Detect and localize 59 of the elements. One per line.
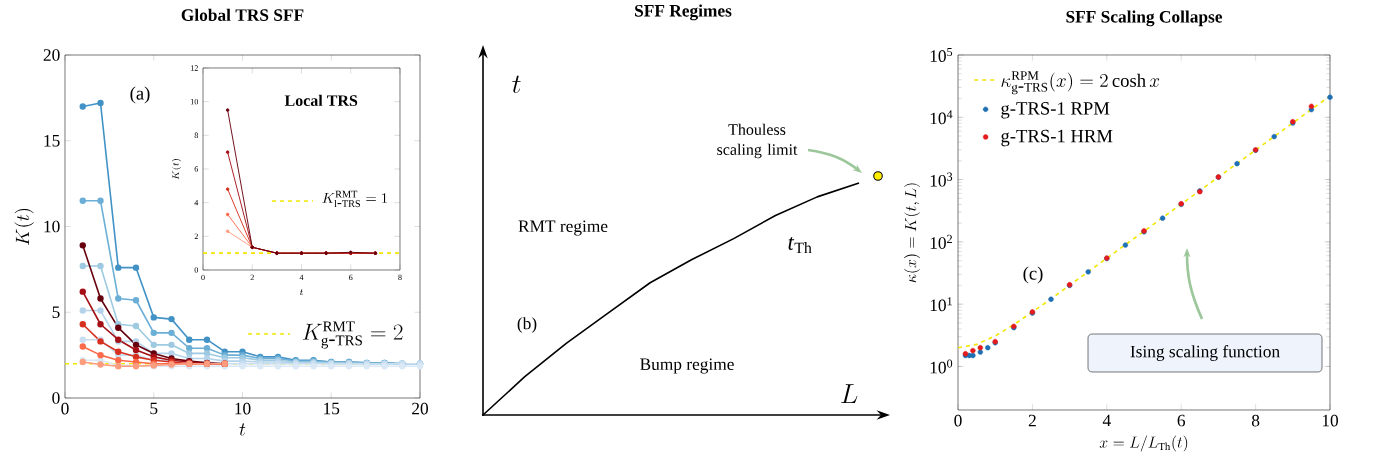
annotation: RMT regime <box>518 220 608 236</box>
x-tick-label: 4 <box>299 274 304 280</box>
x-axis-title: $L$ <box>841 384 858 404</box>
chart-title: SFF Scaling Collapse <box>1066 10 1223 27</box>
y-tick-label: 0 <box>52 392 60 404</box>
x-tick-label: 2 <box>250 274 254 281</box>
x-axis-title: $t$ <box>299 289 304 296</box>
text: Local TRS <box>284 94 358 107</box>
y-axis-title: $t$ <box>512 75 521 94</box>
y-tick-label: 8 <box>194 132 198 139</box>
y-tick-label: 10$^{2}$ <box>930 234 952 249</box>
x-tick-label: 15 <box>324 402 340 415</box>
y-tick-label: 10 <box>44 220 60 233</box>
y-tick-label: 15 <box>44 134 60 147</box>
legend-label: $\kappa^{\mathrm{RPM}}_{\mathrm{g\mbox{-}TRS}}(x) = 2\cosh x$ <box>1001 71 1160 95</box>
y-tick-label: 6 <box>194 166 199 172</box>
chart-title: SFF Regimes <box>635 4 732 21</box>
y-tick-label: 10$^{0}$ <box>930 359 953 374</box>
x-tick-label: 20 <box>412 402 429 415</box>
legend-label: $\text{g-TRS-1 HRM}$ <box>1001 129 1113 147</box>
x-tick-label: 4 <box>1102 414 1111 427</box>
x-tick-label: 0 <box>201 274 205 281</box>
x-tick-label: 6 <box>349 274 353 281</box>
x-tick-label: 0 <box>61 402 69 415</box>
y-tick-label: 10$^{3}$ <box>930 172 953 187</box>
annotation: (b) <box>517 317 537 333</box>
x-tick-label: 0 <box>954 414 962 427</box>
x-tick-label: 6 <box>1177 414 1186 427</box>
x-tick-label: 8 <box>1251 414 1260 427</box>
x-axis-title: $x = L/L_{\mathrm{Th}}(t)$ <box>1099 435 1188 452</box>
legend-label: $\text{g-TRS-1 RPM}$ <box>1001 102 1110 119</box>
y-tick-label: 0 <box>194 267 198 273</box>
annotation: t$_{Th}$ <box>788 236 812 254</box>
y-tick-label: 20 <box>43 49 60 61</box>
y-tick-label: 4 <box>194 200 199 206</box>
legend-label: $K^{\mathrm{RMT}}_{\mathrm{g\mbox{-}TRS}}=2$ <box>302 321 403 349</box>
x-tick-label: 2 <box>1028 414 1036 427</box>
x-tick-label: 5 <box>150 402 158 415</box>
text: Thouless scaling limit <box>717 123 798 159</box>
legend-label: $K^{\mathrm{RMT}}_{\mathrm{l\mbox{-}TRS}}=1$ <box>322 190 387 208</box>
y-tick-label: 5 <box>52 306 60 319</box>
y-tick-label: 10$^{1}$ <box>930 297 952 312</box>
y-tick-label: 2 <box>194 233 198 239</box>
chart-title: Global TRS SFF <box>181 8 304 21</box>
x-tick-label: 8 <box>398 274 402 281</box>
annotation: Bump regime <box>640 358 734 374</box>
y-axis-title: $K(t)$ <box>171 159 182 180</box>
x-tick-label: 10 <box>1322 414 1339 427</box>
y-tick-label: 10$^{4}$ <box>930 110 953 125</box>
y-tick-label: 10$^{5}$ <box>930 48 953 62</box>
y-axis-title: $K(t)$ <box>14 209 34 246</box>
annotation: (a) <box>130 86 150 104</box>
annotation: Ising scaling function <box>1130 345 1280 361</box>
x-axis-title: $t$ <box>239 423 246 436</box>
x-tick-label: 10 <box>235 402 251 415</box>
y-tick-label: 10 <box>191 98 198 105</box>
annotation: (c) <box>1023 266 1043 284</box>
y-tick-label: 12 <box>191 65 198 71</box>
y-axis-title: $\kappa(x) = K(t,L)$ <box>904 183 921 283</box>
